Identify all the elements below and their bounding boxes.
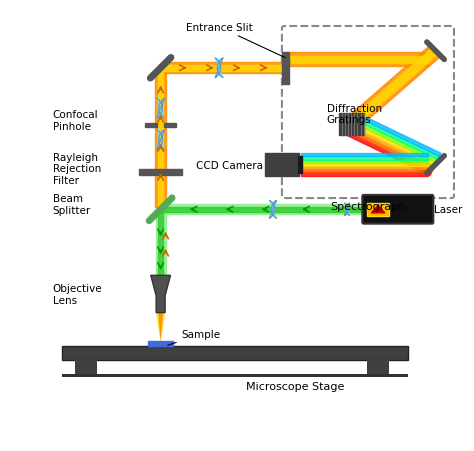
Bar — [283, 60, 289, 72]
FancyBboxPatch shape — [362, 195, 433, 224]
Bar — [283, 52, 289, 65]
Text: Microscope Stage: Microscope Stage — [246, 382, 345, 391]
Bar — [163, 205, 364, 215]
Text: CCD Camera: CCD Camera — [196, 161, 263, 170]
Bar — [265, 154, 299, 177]
Polygon shape — [151, 276, 171, 313]
Polygon shape — [215, 59, 223, 78]
Text: Confocal
Pinhole: Confocal Pinhole — [53, 110, 99, 131]
Bar — [298, 157, 302, 174]
Bar — [368, 204, 388, 215]
FancyBboxPatch shape — [282, 27, 454, 198]
Bar — [301, 163, 428, 166]
Bar — [163, 66, 285, 71]
Bar — [163, 63, 285, 74]
Polygon shape — [345, 203, 349, 216]
Polygon shape — [371, 206, 385, 213]
Bar — [145, 124, 157, 128]
Bar — [301, 166, 428, 170]
Polygon shape — [349, 49, 438, 128]
Bar — [158, 71, 164, 207]
Bar — [155, 212, 165, 276]
Bar — [301, 173, 428, 176]
Text: Beam
Splitter: Beam Splitter — [53, 193, 91, 215]
Polygon shape — [157, 99, 164, 119]
Text: Objective
Lens: Objective Lens — [53, 284, 102, 305]
Bar — [285, 56, 428, 64]
Bar — [163, 207, 364, 212]
Polygon shape — [346, 46, 440, 130]
Text: Diffraction
Gratings: Diffraction Gratings — [327, 104, 382, 125]
Polygon shape — [346, 133, 432, 176]
Polygon shape — [349, 126, 435, 170]
Text: Sample: Sample — [168, 329, 220, 345]
Bar — [75, 360, 97, 374]
Polygon shape — [351, 123, 437, 166]
Bar — [283, 72, 289, 85]
Polygon shape — [348, 129, 433, 173]
Polygon shape — [269, 201, 276, 219]
Bar — [301, 154, 428, 157]
Bar — [62, 346, 408, 360]
Bar — [155, 71, 166, 207]
Polygon shape — [354, 117, 439, 160]
Polygon shape — [157, 130, 164, 150]
Bar — [367, 203, 389, 216]
Polygon shape — [158, 313, 163, 341]
Bar — [139, 169, 182, 176]
Bar — [164, 124, 176, 128]
Polygon shape — [352, 120, 438, 163]
Text: Spectrograph: Spectrograph — [330, 202, 406, 212]
Bar — [285, 53, 428, 67]
Bar — [148, 341, 173, 346]
Bar — [158, 212, 163, 276]
Bar — [301, 170, 428, 173]
Bar — [301, 160, 428, 163]
Bar — [339, 114, 364, 136]
Bar — [367, 360, 389, 374]
Polygon shape — [356, 114, 441, 157]
Polygon shape — [156, 313, 165, 343]
Bar — [301, 157, 428, 160]
Text: Entrance Slit: Entrance Slit — [186, 23, 285, 59]
Text: Rayleigh
Rejection
Filter: Rayleigh Rejection Filter — [53, 152, 101, 186]
Text: Laser: Laser — [434, 205, 462, 215]
Bar — [62, 374, 408, 377]
